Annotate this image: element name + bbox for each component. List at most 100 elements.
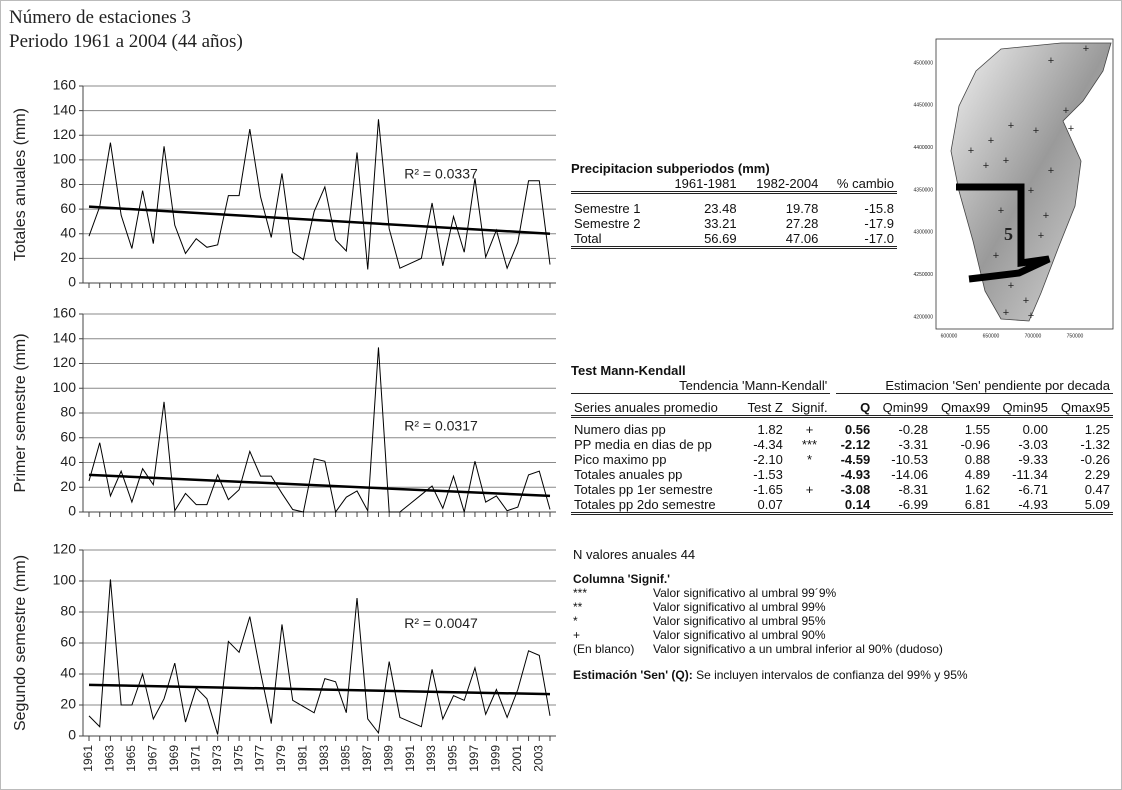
- header-line: Número de estaciones 3: [9, 7, 192, 28]
- legend-row: (En blanco) Valor significativo a un umbr…: [573, 642, 943, 656]
- map-zone-border: [956, 183, 1051, 283]
- y-tick-label: 160: [53, 305, 77, 321]
- n-label: N valores anuales: [573, 547, 678, 562]
- data-line: [88, 579, 551, 735]
- y-tick-label: 20: [60, 249, 76, 265]
- row: Totales anuales pp -1.53 -4.93 -14.06 4.89 -1…: [571, 467, 1113, 482]
- cell: -1.65: [753, 482, 783, 497]
- cell: -1.32: [1080, 437, 1110, 452]
- cell: 0.47: [1084, 482, 1110, 497]
- cell: 4.89: [964, 467, 991, 482]
- y-axis-title: Primer semestre (mm): [12, 333, 29, 492]
- column-header: % cambio: [821, 176, 897, 194]
- cell: 5.09: [1050, 497, 1113, 515]
- cell: 19.78: [785, 200, 819, 216]
- cell: 0.00: [1022, 422, 1048, 437]
- station: +: [1003, 155, 1009, 167]
- map-y-label: 4500000: [914, 60, 934, 66]
- y-axis-title: Segundo semestre (mm): [12, 555, 29, 731]
- cell: 23.48: [704, 200, 737, 216]
- table-title: Precipitacion subperiodos (mm): [571, 161, 770, 176]
- row: Pico maximo pp -2.10 * -4.59 -10.53 0.88 -9.33…: [571, 452, 1113, 467]
- cell: -3.08: [840, 482, 871, 497]
- x-tick-label: 2001: [510, 745, 524, 772]
- x-tick-label: 1963: [103, 745, 117, 772]
- sen-note: Estimación 'Sen' (Q): Se incluyen interv…: [573, 668, 1113, 682]
- column-header: Signif.: [785, 399, 834, 418]
- y-tick-label: 140: [53, 329, 77, 345]
- station: +: [1028, 310, 1034, 322]
- cell: -14.06: [891, 467, 929, 482]
- cell: 0.14: [833, 497, 874, 515]
- legend-symbol: *: [573, 614, 578, 628]
- column-header: Qmax99: [931, 399, 994, 418]
- legend-text: Valor significativo al umbral 95%: [653, 614, 826, 628]
- precip-table: Precipitacion subperiodos (mm) 1961-1981 1…: [571, 161, 897, 249]
- row: PP media en dias de pp -4.34 *** -2.12 -3.31…: [571, 437, 1113, 452]
- r2-annotation: R² = 0.0047: [404, 615, 478, 631]
- station: +: [1048, 55, 1054, 67]
- cell: [786, 467, 833, 482]
- legend-row: *** Valor significativo al umbral 99´9%: [573, 586, 943, 600]
- y-tick-label: 100: [53, 379, 77, 395]
- cell: ***: [801, 437, 818, 452]
- x-tick-label: 1991: [403, 745, 417, 772]
- row: Total 56.69 47.06 -17.0: [571, 230, 897, 249]
- n-values: N valores anuales 44: [573, 547, 1113, 562]
- cell: Semestre 1: [574, 200, 641, 216]
- cell: 2.29: [1084, 467, 1110, 482]
- cell: Totales pp 2do semestre: [571, 497, 740, 515]
- legend-text: Valor significativo al umbral 99%: [653, 600, 826, 614]
- cell: -3.03: [1018, 437, 1048, 452]
- x-tick-label: 1971: [188, 745, 202, 772]
- column-header: 1982-2004: [739, 176, 822, 194]
- row: Totales pp 2do semestre 0.07 0.14 -6.99 6.81…: [571, 497, 1113, 515]
- cell: Total: [571, 230, 658, 249]
- cell: -1.53: [753, 467, 783, 482]
- data-line: [88, 119, 551, 270]
- n-value: 44: [680, 547, 696, 562]
- x-tick-label: 1977: [253, 745, 267, 772]
- legend-text: Valor significativo a un umbral inferior…: [653, 642, 943, 656]
- cell: Semestre 2: [574, 215, 641, 231]
- y-tick-label: 80: [60, 404, 76, 420]
- cell: -0.28: [898, 422, 929, 437]
- cell: -10.53: [891, 452, 929, 467]
- map: 5 + + + + + + + + + + + + + + + + + + + + 4500000 4…: [914, 38, 1114, 339]
- table: 1961-1981 1982-2004% cambio Semestre 1 23.4…: [571, 176, 897, 249]
- sen-label: Estimación 'Sen' (Q):: [573, 668, 693, 682]
- map-x-label: 600000: [941, 333, 958, 339]
- cell: -17.9: [864, 215, 894, 231]
- cell: Totales pp 1er semestre: [574, 482, 713, 497]
- legend-symbol: **: [573, 600, 583, 614]
- station: +: [1033, 125, 1039, 137]
- station: +: [1008, 120, 1014, 132]
- notes: N valores anuales 44 Columna 'Signif.' ***…: [573, 547, 1113, 682]
- legend-row: + Valor significativo al umbral 90%: [573, 628, 943, 642]
- station: +: [983, 160, 989, 172]
- station: +: [988, 135, 994, 147]
- station: +: [1068, 123, 1074, 135]
- station: +: [1048, 165, 1054, 177]
- y-tick-label: 0: [68, 274, 76, 290]
- group-row: Tendencia 'Mann-Kendall' Estimacion 'Sen'…: [571, 378, 1113, 394]
- station: +: [1008, 280, 1014, 292]
- x-tick-label: 1965: [124, 745, 138, 772]
- x-tick-label: 1987: [360, 745, 374, 772]
- x-tick-label: 1999: [489, 745, 503, 772]
- y-axis-title: Totales anuales (mm): [12, 108, 29, 261]
- row: Semestre 1 23.48 19.78 -15.8: [571, 201, 897, 216]
- column-header: Q: [833, 399, 874, 418]
- cell: 1.82: [757, 422, 783, 437]
- row: Numero dias pp 1.82 +0.56 -0.28 1.55 0.00 1.25: [571, 422, 1113, 437]
- row: Totales pp 1er semestre -1.65 + -3.08 -8.31 1…: [571, 482, 1113, 497]
- y-tick-label: 120: [53, 541, 77, 557]
- cell: [785, 497, 834, 515]
- column-header: Test Z: [739, 399, 786, 418]
- cell: -4.93: [840, 467, 871, 482]
- cell: -9.33: [1018, 452, 1048, 467]
- y-tick-label: 40: [60, 665, 76, 681]
- cell: 56.69: [657, 230, 740, 249]
- cell: Numero dias pp: [574, 422, 666, 437]
